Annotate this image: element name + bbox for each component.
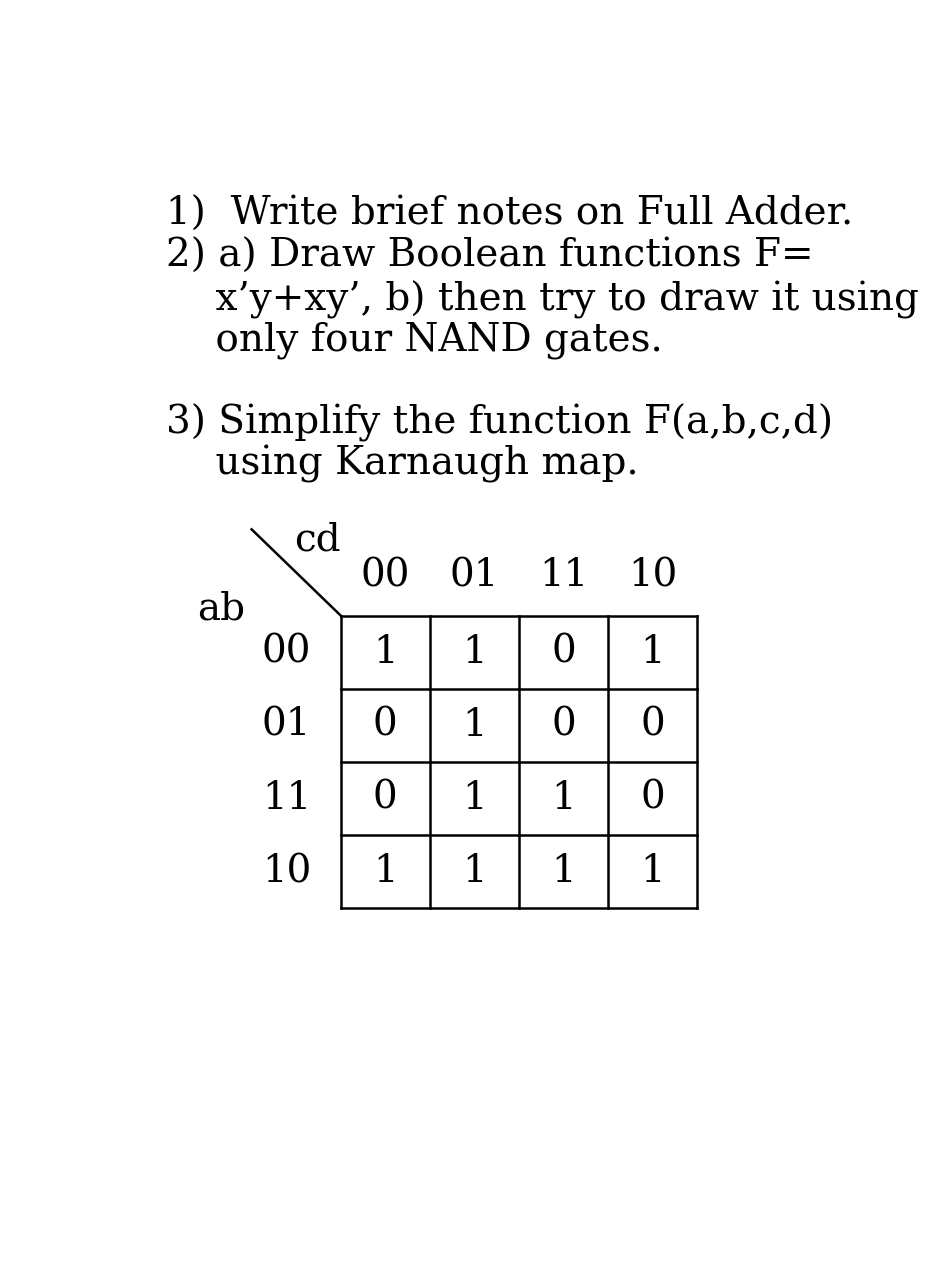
Text: 1: 1	[462, 634, 487, 671]
Text: 1)  Write brief notes on Full Adder.: 1) Write brief notes on Full Adder.	[166, 196, 853, 233]
Text: 2) a) Draw Boolean functions F=: 2) a) Draw Boolean functions F=	[166, 238, 813, 275]
Text: 0: 0	[551, 634, 576, 671]
Text: 1: 1	[551, 780, 576, 817]
Text: 01: 01	[450, 557, 499, 594]
Text: 1: 1	[462, 780, 487, 817]
Text: 11: 11	[539, 557, 588, 594]
Text: 10: 10	[628, 557, 677, 594]
Text: 1: 1	[640, 854, 665, 890]
Text: 3) Simplify the function F(a,b,c,d): 3) Simplify the function F(a,b,c,d)	[166, 404, 832, 443]
Text: only four NAND gates.: only four NAND gates.	[166, 321, 663, 358]
Text: 1: 1	[551, 854, 576, 890]
Text: 0: 0	[640, 707, 665, 744]
Text: x’y+xy’, b) then try to draw it using: x’y+xy’, b) then try to draw it using	[166, 280, 919, 319]
Text: 1: 1	[640, 634, 665, 671]
Text: 0: 0	[551, 707, 576, 744]
Text: 1: 1	[373, 854, 397, 890]
Text: using Karnaugh map.: using Karnaugh map.	[166, 444, 639, 483]
Text: 1: 1	[373, 634, 397, 671]
Text: 00: 00	[261, 634, 311, 671]
Text: 11: 11	[261, 780, 311, 817]
Text: 0: 0	[373, 780, 398, 817]
Text: 0: 0	[373, 707, 398, 744]
Text: 1: 1	[462, 854, 487, 890]
Text: ab: ab	[197, 591, 245, 628]
Text: cd: cd	[294, 522, 340, 558]
Text: 01: 01	[261, 707, 311, 744]
Text: 10: 10	[261, 854, 311, 890]
Text: 1: 1	[462, 707, 487, 744]
Text: 0: 0	[640, 780, 665, 817]
Text: 00: 00	[361, 557, 410, 594]
